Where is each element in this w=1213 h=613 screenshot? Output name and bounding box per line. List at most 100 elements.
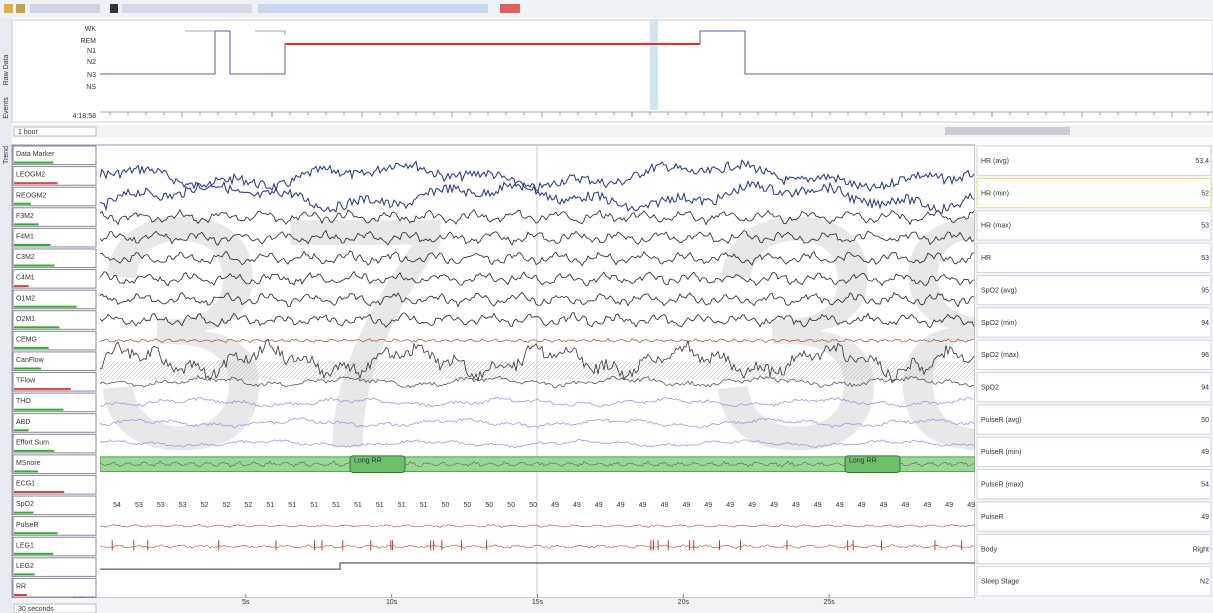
waveform <box>100 544 975 549</box>
waveform <box>100 396 975 408</box>
pulse-value: 49 <box>573 502 581 509</box>
event-label: Long RR <box>849 458 877 465</box>
channel-level <box>14 346 49 349</box>
pulse-value: 49 <box>836 502 844 509</box>
pulse-value: 51 <box>266 502 274 509</box>
time-tick-label: 20s <box>678 599 690 606</box>
pulse-value: 49 <box>704 502 712 509</box>
channel-label-box[interactable] <box>12 392 97 413</box>
channel-label-box[interactable] <box>12 269 97 289</box>
stat-box <box>976 145 1212 176</box>
stat-label: PulseR (min) <box>981 449 1021 456</box>
pulse-value: 49 <box>880 502 888 509</box>
pulse-value: 49 <box>683 502 691 509</box>
channel-level <box>14 264 55 267</box>
side-tab[interactable]: Raw Data <box>3 55 10 86</box>
stat-label: Sleep Stage <box>981 579 1019 586</box>
stat-value: 49 <box>1201 449 1209 456</box>
channel-label-box[interactable] <box>12 289 97 310</box>
channel-label-box[interactable] <box>12 186 97 207</box>
waveform <box>100 460 975 468</box>
channel-label-box[interactable] <box>12 227 97 248</box>
stat-label: SpO2 (min) <box>981 320 1017 327</box>
footer-bar <box>12 598 1213 613</box>
channel-label: F3M2 <box>16 213 34 220</box>
channel-label-box[interactable] <box>12 536 97 557</box>
channel-label: TFlow <box>16 378 36 385</box>
channel-label-box[interactable] <box>12 454 97 474</box>
pulse-value: 50 <box>442 502 450 509</box>
channel-label-box[interactable] <box>12 351 97 371</box>
channel-label-box[interactable] <box>12 433 97 454</box>
stat-box <box>976 339 1212 370</box>
pulse-value: 51 <box>376 502 384 509</box>
channel-level <box>14 388 71 391</box>
channel-label-box[interactable] <box>12 495 97 516</box>
event-box[interactable] <box>349 455 406 473</box>
waveform <box>100 270 975 287</box>
stat-box <box>976 404 1212 435</box>
toolbar-icons <box>4 4 520 13</box>
side-tab[interactable]: Trend <box>3 146 10 164</box>
channel-level <box>14 202 31 205</box>
stage-label: NS <box>86 84 96 91</box>
channel-label: LEG1 <box>16 542 34 549</box>
stat-box <box>976 566 1212 597</box>
channel-label-box[interactable] <box>12 516 97 536</box>
pulse-value: 52 <box>201 502 209 509</box>
pulse-value: 49 <box>814 502 822 509</box>
waveform <box>100 291 975 308</box>
stat-box <box>976 242 1212 273</box>
pulse-value: 49 <box>726 502 734 509</box>
stat-label: SpO2 <box>981 385 999 392</box>
pulse-value: 49 <box>770 502 778 509</box>
waveform <box>100 250 975 267</box>
channel-label-box[interactable] <box>12 145 97 166</box>
channel-level <box>14 367 42 370</box>
channel-level <box>14 326 60 329</box>
channel-level <box>14 552 54 555</box>
channel-label-box[interactable] <box>12 474 97 495</box>
range-dropdown[interactable] <box>13 126 97 137</box>
channel-label-box[interactable] <box>12 557 97 577</box>
stat-value: 54 <box>1201 482 1209 489</box>
stat-label: Body <box>981 546 997 553</box>
page-dropdown[interactable] <box>13 603 97 613</box>
pulse-value: 49 <box>595 502 603 509</box>
waveform <box>100 209 975 226</box>
stage-label: WK <box>85 26 97 33</box>
pulse-value: 49 <box>792 502 800 509</box>
channel-label: MSnore <box>16 460 41 467</box>
channel-label-box[interactable] <box>12 577 97 598</box>
channel-label-box[interactable] <box>12 372 97 392</box>
channel-label-box[interactable] <box>12 166 97 186</box>
event-label: Long RR <box>354 458 382 465</box>
channel-label-box[interactable] <box>12 330 97 351</box>
time-tick-label: 15s <box>532 599 544 606</box>
channel-label: C3M2 <box>16 254 35 261</box>
channel-label: ABD <box>16 419 30 426</box>
scroll-thumb[interactable] <box>945 127 1070 135</box>
pulse-value: 51 <box>420 502 428 509</box>
pulse-value: 52 <box>223 502 231 509</box>
channel-label-box[interactable] <box>12 413 97 433</box>
channel-level <box>14 511 34 514</box>
range-label: 1 hour <box>18 129 39 136</box>
side-tab[interactable]: Events <box>3 97 10 119</box>
stat-label: SpO2 (avg) <box>981 287 1017 294</box>
waveform <box>100 417 975 429</box>
stat-value: 49 <box>1201 514 1209 521</box>
channel-level <box>14 429 29 432</box>
event-box[interactable] <box>844 455 901 473</box>
channel-label-box[interactable] <box>12 207 97 227</box>
channel-label-box[interactable] <box>12 310 97 330</box>
stage-label: REM <box>80 38 96 45</box>
pulse-value: 51 <box>398 502 406 509</box>
channel-label-box[interactable] <box>12 248 97 269</box>
pulse-value: 53 <box>157 502 165 509</box>
stat-box <box>976 274 1212 306</box>
flow-hatch <box>100 361 975 380</box>
pulse-value: 49 <box>945 502 953 509</box>
waveform <box>100 338 975 344</box>
